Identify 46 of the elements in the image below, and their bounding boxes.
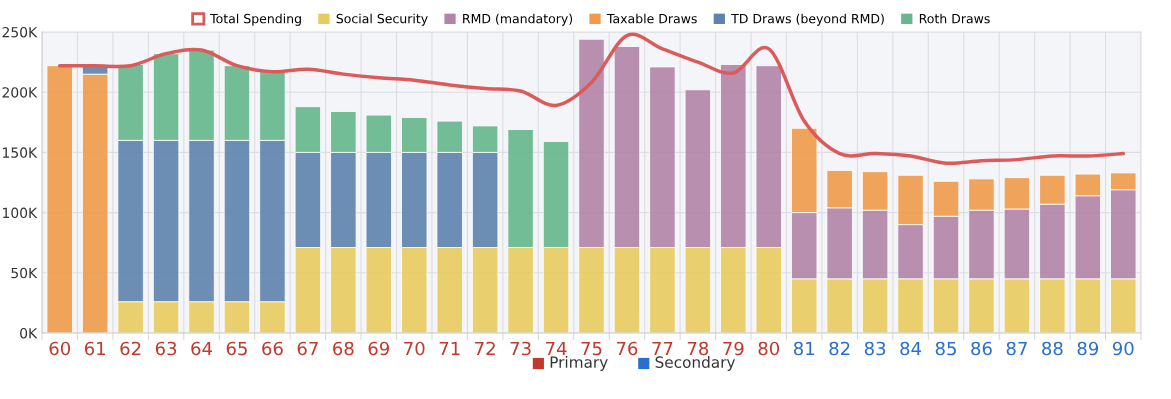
x-tick-label: 85: [935, 341, 956, 356]
x-tick-label: 60: [49, 341, 71, 356]
legend-label: RMD (mandatory): [463, 13, 573, 26]
x-tick-label: 82: [829, 341, 850, 356]
legend-label: Roth Draws: [919, 13, 990, 24]
x-tick-label: 67: [297, 341, 318, 356]
x-tick-label: 69: [368, 341, 390, 356]
legend-label: Taxable Draws: [606, 13, 697, 24]
legend-label: Total Spending: [210, 13, 301, 26]
y-tick-label: 100K: [3, 207, 38, 219]
x-tick-label: 81: [793, 341, 815, 356]
x-tick-label: 89: [1077, 341, 1099, 356]
x-tick-label: 84: [900, 341, 922, 356]
x-tick-label: 71: [439, 341, 460, 356]
legend-label: Social Security: [336, 13, 428, 26]
x-tick-label: 66: [262, 341, 283, 356]
x-tick-label: 74: [546, 341, 567, 356]
x-tick-label: 78: [687, 341, 709, 356]
x-tick-label: 70: [404, 341, 425, 356]
x-tick-label: 80: [758, 341, 780, 356]
x-tick-label: 87: [1006, 341, 1027, 356]
x-tick-label: 68: [333, 341, 354, 356]
y-tick-label: 150K: [3, 147, 38, 158]
x-tick-label: 61: [84, 341, 105, 356]
x-tick-label: 63: [155, 341, 177, 356]
x-tick-label: 83: [864, 341, 886, 356]
legend-label: TD Draws (beyond RMD): [731, 13, 884, 26]
x-tick-label: 62: [120, 341, 141, 356]
x-tick-label: 79: [723, 341, 744, 356]
y-tick-label: 0K: [20, 327, 38, 339]
x-tick-label: 86: [971, 341, 992, 356]
x-tick-label: 77: [652, 341, 673, 356]
x-tick-label: 72: [475, 341, 495, 356]
text: Secondary: [655, 356, 736, 371]
x-tick-label: 90: [1112, 341, 1134, 356]
y-tick-label: 50K: [11, 267, 38, 279]
x-tick-label: 76: [616, 341, 638, 356]
x-tick-label: 65: [226, 341, 247, 356]
y-tick-label: 250K: [2, 26, 38, 38]
x-tick-label: 88: [1042, 341, 1063, 356]
y-tick-label: 200K: [2, 87, 38, 98]
text: Primary: [550, 356, 608, 371]
x-tick-label: 64: [191, 341, 213, 356]
x-tick-label: 75: [581, 341, 602, 356]
x-tick-label: 73: [510, 341, 531, 356]
line-series: [57, 33, 1126, 166]
